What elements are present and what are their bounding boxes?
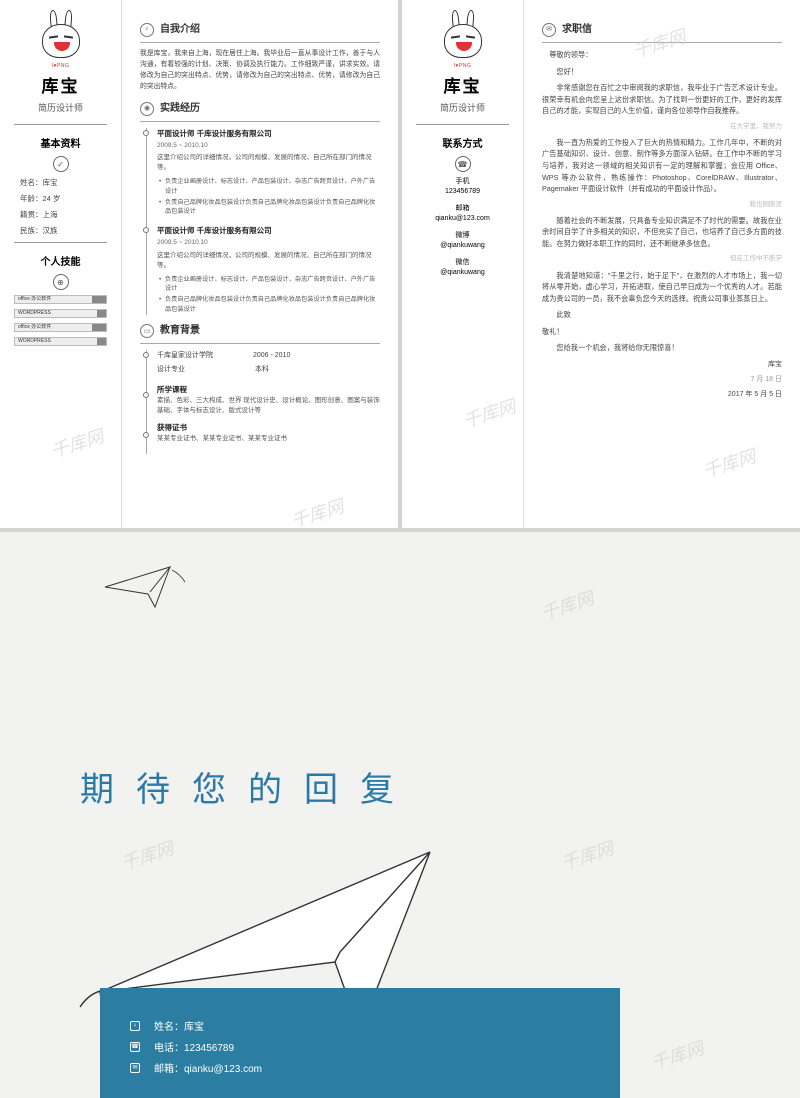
letter-main: ✉ 求职信 尊敬的领导： 您好！ 非常感谢您在百忙之中审阅我的求职信，我毕业于广… [524, 0, 800, 401]
edu-degree: 本科 [255, 366, 269, 373]
job-desc: 这里介绍公司的详细情况，公司的规模、发展的情况、自己所在部门的情况等。 [157, 153, 380, 174]
sig-date2: 2017 年 5 月 5 日 [542, 389, 782, 400]
basic-city: 籍贯：上海 [10, 209, 111, 220]
phone-icon: ☎ [130, 1042, 140, 1052]
resume-sidebar: I♥PNG 库宝 简历设计师 基本资料 ✓ 姓名：库宝 年龄：24 岁 籍贯：上… [0, 0, 122, 528]
job-bullet: 负责自己品牌化妆品包装设计负责自己品牌化妆品包装设计负责自己品牌化妆品包装设计 [157, 198, 380, 218]
job-item: 平面设计师 千库设计服务有限公司2009.5 ~ 2010.10 这里介绍公司的详… [157, 128, 380, 218]
letter-p2: 我一直为热爱的工作投入了巨大的热情和精力。工作几年中，不断的对广告基础知识、设计… [542, 137, 782, 195]
letter-sidebar: I♥PNG 库宝 简历设计师 联系方式 ☎ 手机 123456789 邮箱 qi… [402, 0, 524, 528]
resume-page: I♥PNG 库宝 简历设计师 基本资料 ✓ 姓名：库宝 年龄：24 岁 籍贯：上… [0, 0, 398, 528]
contact-heading: 联系方式 [412, 135, 513, 150]
box-email: 邮箱：qianku@123.com [154, 1060, 262, 1075]
intro-heading: 自我介绍 [160, 22, 200, 38]
reply-page: 期待您的回复 ♀ 姓名：库宝 ☎ 电话：123456789 ✉ 邮箱：qianku@1… [0, 532, 800, 1098]
job-item: 平面设计师 千库设计服务有限公司2009.5 ~ 2010.10 这里介绍公司的详… [157, 225, 380, 315]
job-date: 2009.5 ~ 2010.10 [157, 141, 380, 151]
profile-name: 库宝 [412, 72, 513, 97]
contact-box: ♀ 姓名：库宝 ☎ 电话：123456789 ✉ 邮箱：qianku@123.com [100, 988, 620, 1098]
box-name: 姓名：库宝 [154, 1018, 204, 1033]
watermark: 千库网 [557, 834, 616, 875]
watermark: 千库网 [647, 1034, 706, 1075]
skills-heading: 个人技能 [10, 253, 111, 268]
edu-school: 千库皇家设计学院 [157, 352, 213, 359]
watermark: 千库网 [287, 492, 346, 533]
intro-text: 我是库宝，我来自上海，现在居住上海。我毕业后一直从事设计工作，善于与人沟通，有着… [140, 49, 380, 93]
weibo-label: 微博 [412, 230, 513, 240]
greeting: 尊敬的领导： [549, 49, 782, 61]
cert-label: 获得证书 [157, 422, 380, 434]
job-title: 平面设计师 千库设计服务有限公司 [157, 225, 380, 237]
job-bullet: 负责自己品牌化妆品包装设计负责自己品牌化妆品包装设计负责自己品牌化妆品包装设计 [157, 295, 380, 315]
side-note3: 但在工作中不断学 [542, 254, 782, 264]
sig-date1: 7 月 18 日 [542, 374, 782, 385]
side-note2: 我也刚刚没 [542, 200, 782, 210]
email-value: qianku@123.com [412, 215, 513, 222]
wechat-value: @qiankuwang [412, 269, 513, 276]
book-icon: ▭ [140, 324, 154, 338]
letter-p4: 我清楚地知道："千里之行，始于足下"，在激烈的人才市场上，我一切将从零开始，虚心… [542, 270, 782, 305]
closing2: 敬礼！ [542, 326, 782, 338]
closing1: 此致 [556, 309, 782, 321]
mail-icon: ✉ [130, 1063, 140, 1073]
job-date: 2009.5 ~ 2010.10 [157, 238, 380, 248]
letter-p3: 随着社会的不断发展，只具备专业知识满足不了时代的需要。故我在业余时间自学了许多相… [542, 215, 782, 250]
skill-bar: office 办公软件 [14, 295, 107, 304]
reply-headline: 期待您的回复 [80, 762, 416, 811]
experience-timeline: 平面设计师 千库设计服务有限公司2009.5 ~ 2010.10这里介绍公司的详… [146, 128, 380, 316]
job-desc: 这里介绍公司的详细情况，公司的规模、发展的情况、自己所在部门的情况等。 [157, 251, 380, 272]
phone-value: 123456789 [412, 188, 513, 195]
watermark: 千库网 [537, 584, 596, 625]
education-block: 千库皇家设计学院 2006 - 2010 设计专业 本科 所学课程 素描、色彩、三大… [146, 350, 380, 454]
courses-text: 素描、色彩、三大构成、世界 现代设计史、设计概论、图形创意、图案与装饰基础、字体… [157, 396, 380, 417]
job-title: 平面设计师 千库设计服务有限公司 [157, 128, 380, 140]
basic-heading: 基本资料 [10, 135, 111, 150]
resume-main: ♀ 自我介绍 我是库宝，我来自上海，现在居住上海。我毕业后一直从事设计工作，善于… [122, 0, 398, 454]
badge-icon: ◉ [140, 102, 154, 116]
email-label: 邮箱 [412, 203, 513, 213]
letter-heading: 求职信 [562, 22, 592, 38]
profile-name: 库宝 [10, 72, 111, 97]
weibo-value: @qiankuwang [412, 242, 513, 249]
edu-years: 2006 - 2010 [253, 352, 290, 359]
edu-major: 设计专业 [157, 366, 185, 373]
letter-ask: 您给我一个机会，我将给你无限惊喜！ [542, 342, 782, 354]
job-bullet: 负责企业画册设计、标志设计、产品包装设计、杂志广告跨页设计、户外广告设计 [157, 275, 380, 295]
wechat-label: 微信 [412, 257, 513, 267]
side-note1: 在大学里，我努力 [542, 122, 782, 132]
check-icon: ✓ [53, 156, 69, 172]
job-bullet: 负责企业画册设计、标志设计、产品包装设计、杂志广告跨页设计、户外广告设计 [157, 177, 380, 197]
mail-icon: ✉ [542, 23, 556, 37]
skill-bar: WORDPRESS [14, 309, 107, 318]
profile-title: 简历设计师 [412, 101, 513, 114]
basic-ethnic: 民族：汉族 [10, 225, 111, 236]
globe-icon: ⊕ [53, 274, 69, 290]
skill-bar: office 办公软件 [14, 323, 107, 332]
person-icon: ♀ [140, 23, 154, 37]
exp-heading: 实践经历 [160, 101, 200, 117]
bunny-tag: I♥PNG [438, 63, 488, 69]
basic-name: 姓名：库宝 [10, 177, 111, 188]
letter-page: I♥PNG 库宝 简历设计师 联系方式 ☎ 手机 123456789 邮箱 qi… [402, 0, 800, 528]
bunny-avatar: I♥PNG [36, 12, 86, 66]
skill-bar: WORDPRESS [14, 337, 107, 346]
hello: 您好！ [556, 66, 782, 78]
watermark: 千库网 [699, 442, 758, 483]
phone-icon: ☎ [455, 156, 471, 172]
courses-label: 所学课程 [157, 384, 380, 396]
edu-heading: 教育背景 [160, 323, 200, 339]
profile-title: 简历设计师 [10, 101, 111, 114]
bunny-tag: I♥PNG [36, 63, 86, 69]
cert-text: 某某专业证书、某某专业证书、某某专业证书 [157, 434, 380, 444]
bunny-avatar: I♥PNG [438, 12, 488, 66]
paper-plane-small-icon [100, 562, 190, 612]
person-icon: ♀ [130, 1021, 140, 1031]
sig-name: 库宝 [542, 359, 782, 370]
phone-label: 手机 [412, 176, 513, 186]
letter-p1: 非常感谢您在百忙之中审阅我的求职信，我毕业于广告艺术设计专业。很荣幸有机会向您呈… [542, 82, 782, 117]
basic-age: 年龄：24 岁 [10, 193, 111, 204]
box-phone: 电话：123456789 [154, 1039, 234, 1054]
